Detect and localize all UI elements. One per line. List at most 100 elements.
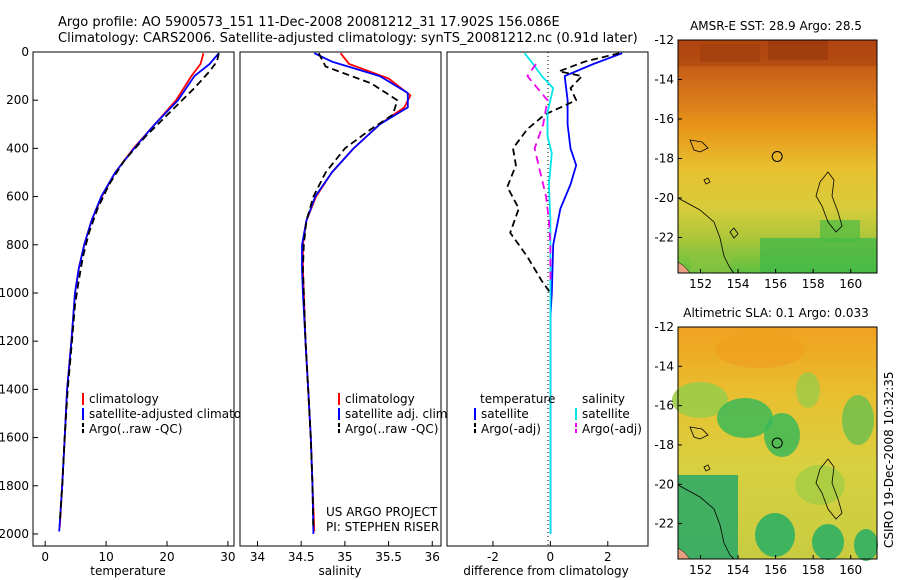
sst-axis-ticks: 152 154 156 158 160 -12 -14 -16 -18 -20 -22 (654, 33, 862, 291)
x-tick-label: 35.5 (375, 550, 402, 564)
map-y-tick-label: -12 (654, 320, 674, 334)
sla-low-patch (755, 513, 795, 557)
map-x-tick-label: 158 (802, 277, 825, 291)
project-annotation-line1: US ARGO PROJECT (326, 505, 438, 519)
salinity-axes-box (239, 51, 442, 547)
difference-legend: temperature salinity satellite Argo(-adj… (474, 392, 642, 436)
series-line-salinity-satellite (523, 52, 555, 534)
y-tick-label: 800 (6, 238, 29, 252)
salinity-panel: 34 34.5 35 35.5 36 salinity climatology sate… (239, 51, 451, 578)
y-tick-label: 1600 (0, 431, 29, 445)
legend-label-satellite: satellite adj. clim. (345, 407, 451, 421)
temperature-axes-box (32, 51, 235, 547)
sla-low-patch (842, 395, 874, 445)
y-tick-label: 1200 (0, 334, 29, 348)
map-x-tick-label: 152 (689, 277, 712, 291)
credit-timestamp: CSIRO 19-Dec-2008 10:32:35 (882, 371, 896, 548)
x-tick-label: 36 (425, 550, 440, 564)
sla-low-patch (854, 529, 878, 561)
y-tick-label: 1000 (0, 286, 29, 300)
sst-argo-location-marker (771, 151, 783, 162)
y-tick-label: 2000 (0, 527, 29, 541)
sla-low-patch (717, 398, 773, 438)
legend-label-sal-argo: Argo(-adj) (582, 422, 642, 436)
sla-argo-location-marker (771, 437, 783, 449)
sst-cool-patch (820, 220, 860, 242)
sla-reef-outline (689, 426, 709, 440)
header-line1: Argo profile: AO 5900573_151 11-Dec-2008… (58, 15, 560, 30)
y-tick-label: 200 (6, 93, 29, 107)
salinity-legend: climatology satellite adj. clim. Argo(..… (338, 392, 451, 436)
legend-header-temperature: temperature (480, 392, 555, 406)
sst-warm-patch (768, 40, 828, 60)
x-tick-label: 10 (98, 550, 113, 564)
legend-label-temp-argo: Argo(-adj) (481, 422, 541, 436)
map-y-tick-label: -20 (654, 477, 674, 491)
sst-map-frame (677, 39, 878, 274)
x-tick-label: 35 (337, 550, 352, 564)
x-tick-label: 34.5 (288, 550, 315, 564)
x-tick-label: -2 (487, 550, 499, 564)
map-y-tick-label: -20 (654, 191, 674, 205)
salinity-plot: 34 34.5 35 35.5 36 (250, 52, 440, 564)
map-x-tick-label: 160 (839, 563, 862, 577)
sla-low-patch (796, 372, 820, 408)
x-tick-label: 20 (159, 550, 174, 564)
sla-low-patch (795, 465, 845, 505)
difference-xlabel: difference from climatology (463, 564, 629, 578)
legend-label-argo: Argo(..raw -QC) (89, 422, 182, 436)
series-line-argo-raw-qc- (301, 52, 399, 530)
sst-cool-patch (760, 238, 877, 273)
sst-map: AMSR-E SST: 28.9 Argo: 28.5 152 154 156 158… (654, 19, 878, 291)
legend-label-sal-satellite: satellite (582, 407, 630, 421)
x-tick-label: 0 (547, 550, 555, 564)
temperature-legend: climatology satellite-adjusted climatolo… (82, 392, 267, 436)
sst-cool-patch (690, 250, 730, 273)
legend-label-climatology: climatology (345, 392, 415, 406)
sst-reef-outline (689, 139, 709, 153)
y-tick-label: 400 (6, 141, 29, 155)
sla-map-frame (677, 326, 878, 560)
sla-axis-ticks: 152 154 156 158 160 -12 -14 -16 -18 -20 -22 (654, 320, 862, 577)
sla-map-title: Altimetric SLA: 0.1 Argo: 0.033 (683, 306, 868, 320)
x-tick-label: 0 (41, 550, 49, 564)
map-y-tick-label: -18 (654, 151, 674, 165)
difference-panel: -2 0 2 difference from climatology tempera… (446, 51, 649, 578)
series-line-salinity-argo-adj- (526, 63, 552, 281)
project-annotation-line2: PI: STEPHEN RISER (326, 520, 439, 534)
map-y-tick-label: -14 (654, 72, 674, 86)
sst-reef-outline (815, 171, 843, 233)
y-tick-label: 0 (21, 45, 29, 59)
salinity-xlabel: salinity (318, 564, 361, 578)
legend-label-argo: Argo(..raw -QC) (345, 422, 438, 436)
map-x-tick-label: 160 (839, 277, 862, 291)
y-tick-label: 600 (6, 190, 29, 204)
difference-plot: -2 0 2 (487, 52, 623, 564)
map-y-tick-label: -16 (654, 399, 674, 413)
map-y-tick-label: -22 (654, 517, 674, 531)
x-tick-label: 30 (220, 550, 235, 564)
sla-low-patch (672, 382, 728, 418)
map-y-tick-label: -12 (654, 33, 674, 47)
map-x-tick-label: 154 (727, 277, 750, 291)
sla-low-patch (812, 524, 844, 560)
sla-reef-outline (703, 464, 711, 472)
legend-label-climatology: climatology (89, 392, 159, 406)
map-x-tick-label: 152 (689, 563, 712, 577)
map-y-tick-label: -18 (654, 438, 674, 452)
sla-map: Altimetric SLA: 0.1 Argo: 0.033 152 154 15… (654, 306, 878, 577)
map-x-tick-label: 156 (764, 563, 787, 577)
y-tick-label: 1400 (0, 382, 29, 396)
sst-warm-patch (700, 44, 760, 62)
sst-reef-outline (729, 227, 739, 239)
map-y-tick-label: -22 (654, 230, 674, 244)
legend-label-temp-satellite: satellite (481, 407, 529, 421)
sla-low-region (678, 475, 738, 559)
map-y-tick-label: -14 (654, 359, 674, 373)
legend-label-satellite: satellite-adjusted climatology (89, 407, 267, 421)
sst-reef-outline (703, 177, 711, 185)
map-x-tick-label: 158 (802, 563, 825, 577)
map-x-tick-label: 156 (764, 277, 787, 291)
sla-high-patch (715, 332, 805, 368)
temperature-panel: 0 10 20 30 0 200 400 600 800 1000 1200 1400 1600 1800… (0, 45, 267, 578)
